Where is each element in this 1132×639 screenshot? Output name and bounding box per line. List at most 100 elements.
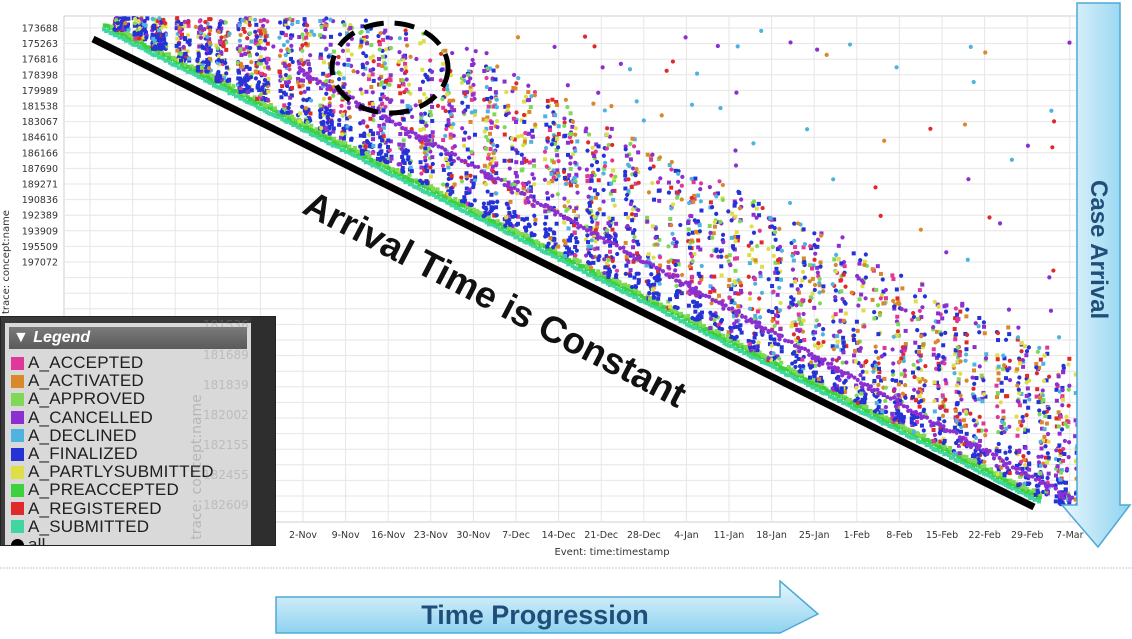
data-point: [676, 306, 680, 310]
data-point: [255, 52, 259, 56]
data-point: [1055, 399, 1059, 403]
data-point: [398, 132, 402, 136]
data-point: [688, 281, 692, 285]
data-point: [436, 187, 440, 191]
data-point: [548, 228, 552, 232]
data-point: [972, 363, 976, 367]
data-point: [605, 228, 609, 232]
data-point: [779, 361, 783, 365]
data-point: [484, 182, 488, 186]
data-point: [486, 189, 490, 193]
data-point: [574, 206, 578, 210]
data-point: [245, 36, 249, 40]
data-point: [872, 379, 876, 383]
data-point: [734, 239, 738, 243]
data-point: [590, 179, 594, 183]
data-point: [486, 172, 490, 176]
data-point: [912, 388, 916, 392]
data-point: [365, 139, 369, 143]
y-tick-label: 184610: [22, 133, 58, 144]
data-point: [955, 313, 959, 317]
data-point: [1035, 371, 1039, 375]
data-point: [377, 152, 381, 156]
data-point: [863, 396, 867, 400]
data-point: [562, 221, 566, 225]
data-point: [995, 353, 999, 357]
data-point: [360, 30, 364, 34]
data-point: [792, 259, 796, 263]
data-point: [832, 347, 836, 351]
data-point: [287, 106, 291, 110]
data-point: [748, 291, 752, 295]
data-point: [602, 257, 606, 261]
data-point: [977, 397, 981, 401]
data-point: [486, 156, 490, 160]
data-point: [859, 400, 863, 404]
data-point: [748, 261, 752, 265]
data-point: [996, 331, 1000, 335]
data-point: [483, 164, 487, 168]
data-point: [1042, 435, 1046, 439]
data-point: [942, 419, 946, 423]
data-point: [810, 364, 814, 368]
data-point: [157, 29, 161, 33]
data-point: [978, 439, 982, 443]
data-point: [771, 245, 775, 249]
data-point: [698, 274, 702, 278]
data-point: [155, 34, 159, 38]
data-point: [522, 100, 526, 104]
data-point: [718, 220, 722, 224]
data-point: [590, 238, 594, 242]
data-point: [605, 133, 609, 137]
data-point: [460, 179, 464, 183]
data-point: [657, 293, 661, 297]
data-point: [834, 288, 838, 292]
data-point: [381, 38, 385, 42]
data-point: [758, 315, 762, 319]
data-point: [1038, 495, 1042, 499]
data-point: [398, 162, 402, 166]
data-point: [646, 279, 650, 283]
data-point: [405, 43, 409, 47]
data-point: [491, 143, 495, 147]
data-point: [843, 285, 847, 289]
data-point: [218, 41, 222, 45]
data-point: [1004, 427, 1008, 431]
data-point: [735, 256, 739, 260]
data-point: [668, 217, 672, 221]
data-point: [546, 105, 550, 109]
data-point: [319, 53, 323, 57]
data-point: [520, 134, 524, 138]
data-point: [514, 171, 518, 175]
data-point: [656, 180, 660, 184]
data-point: [552, 175, 556, 179]
data-point: [585, 233, 589, 237]
data-point: [884, 405, 888, 409]
data-point: [407, 83, 411, 87]
data-point: [818, 277, 822, 281]
data-point: [733, 201, 737, 205]
data-point: [1040, 455, 1044, 459]
data-point: [300, 105, 304, 109]
data-point: [955, 402, 959, 406]
data-point: [736, 304, 740, 308]
data-point: [1026, 451, 1030, 455]
data-point: [957, 390, 961, 394]
data-point: [401, 166, 405, 170]
data-point: [298, 111, 302, 115]
data-point: [770, 344, 774, 348]
data-point: [624, 241, 628, 245]
data-point: [425, 169, 429, 173]
data-point: [231, 84, 235, 88]
data-point: [1023, 463, 1027, 467]
data-point: [1008, 449, 1012, 453]
data-point: [585, 149, 589, 153]
y-axis-label: trace: concept:name: [1, 210, 12, 314]
data-point: [1019, 460, 1023, 464]
y-tick-label: 179989: [22, 86, 58, 97]
data-point: [770, 284, 774, 288]
data-point: [1054, 448, 1058, 452]
data-point: [693, 310, 697, 314]
data-point: [821, 327, 825, 331]
data-point: [880, 409, 884, 413]
